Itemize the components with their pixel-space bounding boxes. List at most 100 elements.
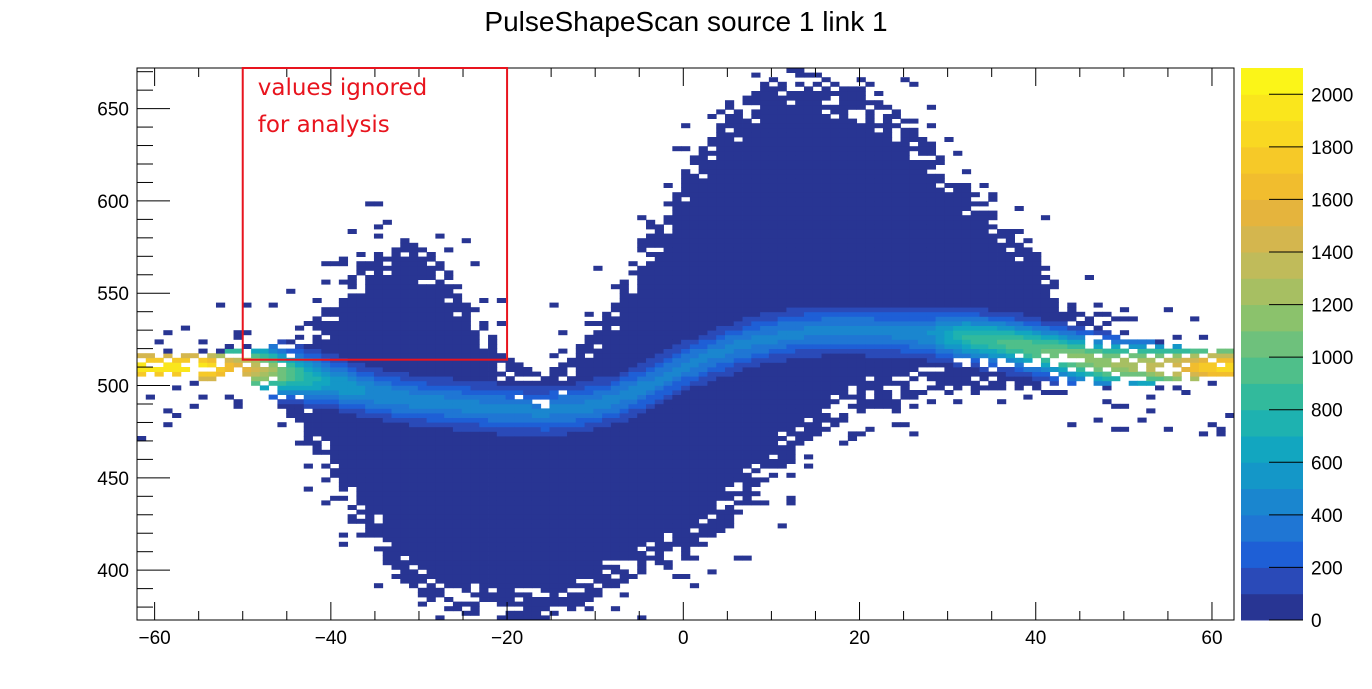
heatmap-bin — [373, 362, 384, 368]
heatmap-bin — [777, 155, 787, 161]
heatmap-bin — [874, 348, 884, 354]
heatmap-bin — [593, 449, 603, 455]
heatmap-bin — [628, 330, 638, 336]
heatmap-bin — [681, 353, 691, 359]
heatmap-bin — [707, 265, 717, 271]
heatmap-bin — [619, 330, 629, 336]
heatmap-bin — [628, 532, 638, 538]
heatmap-bin — [795, 408, 805, 414]
heatmap-bin — [373, 413, 384, 418]
heatmap-bin — [628, 334, 638, 340]
heatmap-bin — [417, 500, 428, 506]
heatmap-bin — [707, 141, 717, 147]
heatmap-bin — [812, 123, 822, 129]
heatmap-bin — [619, 546, 629, 552]
heatmap-bin — [496, 615, 506, 621]
heatmap-bin — [760, 256, 770, 262]
heatmap-bin — [672, 436, 682, 441]
heatmap-bin — [803, 302, 814, 308]
heatmap-bin — [874, 357, 884, 363]
heatmap-bin — [777, 215, 787, 221]
heatmap-bin — [610, 555, 621, 561]
heatmap-bin — [672, 284, 682, 290]
heatmap-bin — [751, 270, 761, 276]
heatmap-bin — [514, 541, 524, 547]
heatmap-bin — [426, 523, 436, 529]
heatmap-bin — [944, 219, 954, 225]
heatmap-bin — [330, 261, 340, 267]
heatmap-bin — [874, 187, 884, 193]
heatmap-bin — [505, 403, 515, 409]
heatmap-bin — [373, 495, 384, 501]
heatmap-bin — [409, 316, 419, 322]
heatmap-bin — [400, 417, 410, 423]
heatmap-bin — [724, 215, 735, 221]
heatmap-bin — [742, 330, 752, 336]
heatmap-bin — [479, 597, 489, 602]
heatmap-bin — [681, 302, 691, 308]
heatmap-bin — [751, 173, 761, 179]
heatmap-bin — [944, 275, 954, 280]
heatmap-bin — [733, 344, 743, 349]
heatmap-bin — [610, 321, 621, 326]
heatmap-bin — [795, 298, 805, 303]
heatmap-bin — [900, 160, 910, 165]
heatmap-bin — [742, 440, 752, 446]
heatmap-bin — [918, 233, 928, 239]
heatmap-bin — [777, 279, 787, 285]
heatmap-bin — [435, 413, 445, 418]
heatmap-bin — [909, 275, 919, 280]
heatmap-bin — [619, 463, 629, 469]
heatmap-bin — [733, 109, 743, 115]
heatmap-bin — [672, 270, 682, 276]
heatmap-bin — [777, 334, 787, 340]
heatmap-bin — [909, 118, 919, 124]
heatmap-bin — [365, 394, 375, 400]
heatmap-bin — [637, 541, 647, 547]
heatmap-bin — [646, 233, 656, 239]
heatmap-bin — [514, 403, 524, 409]
heatmap-bin — [768, 100, 779, 106]
heatmap-bin — [839, 390, 849, 395]
heatmap-bin — [900, 137, 910, 142]
heatmap-bin — [356, 431, 366, 437]
heatmap-bin — [900, 293, 910, 299]
heatmap-bin — [514, 380, 524, 386]
heatmap-bin — [760, 445, 770, 451]
heatmap-bin — [882, 233, 893, 239]
heatmap-bin — [409, 583, 419, 589]
heatmap-bin — [330, 399, 340, 405]
heatmap-bin — [900, 288, 910, 294]
heatmap-bin — [803, 114, 814, 119]
heatmap-bin — [584, 532, 594, 538]
heatmap-bin — [698, 275, 708, 280]
heatmap-bin — [698, 399, 708, 405]
heatmap-bin — [365, 500, 375, 506]
heatmap-bin — [163, 362, 173, 368]
heatmap-bin — [926, 330, 937, 336]
heatmap-bin — [839, 284, 849, 290]
heatmap-bin — [803, 155, 814, 161]
heatmap-bin — [400, 449, 410, 455]
heatmap-bin — [347, 302, 357, 308]
heatmap-bin — [672, 505, 682, 510]
heatmap-bin — [461, 551, 471, 556]
heatmap-bin — [768, 426, 779, 432]
heatmap-bin — [716, 164, 726, 170]
heatmap-bin — [874, 173, 884, 179]
heatmap-bin — [531, 615, 542, 621]
heatmap-bin — [716, 316, 726, 322]
heatmap-bin — [944, 256, 954, 262]
heatmap-bin — [839, 210, 849, 216]
heatmap-bin — [619, 417, 629, 423]
heatmap-bin — [347, 316, 357, 322]
heatmap-bin — [751, 477, 761, 483]
heatmap-bin — [646, 238, 656, 244]
heatmap-bin — [672, 201, 682, 207]
heatmap-bin — [777, 100, 787, 106]
heatmap-bin — [496, 399, 506, 405]
heatmap-bin — [549, 399, 559, 405]
heatmap-bin — [356, 509, 366, 515]
heatmap-bin — [777, 339, 787, 345]
heatmap-bin — [812, 270, 822, 276]
